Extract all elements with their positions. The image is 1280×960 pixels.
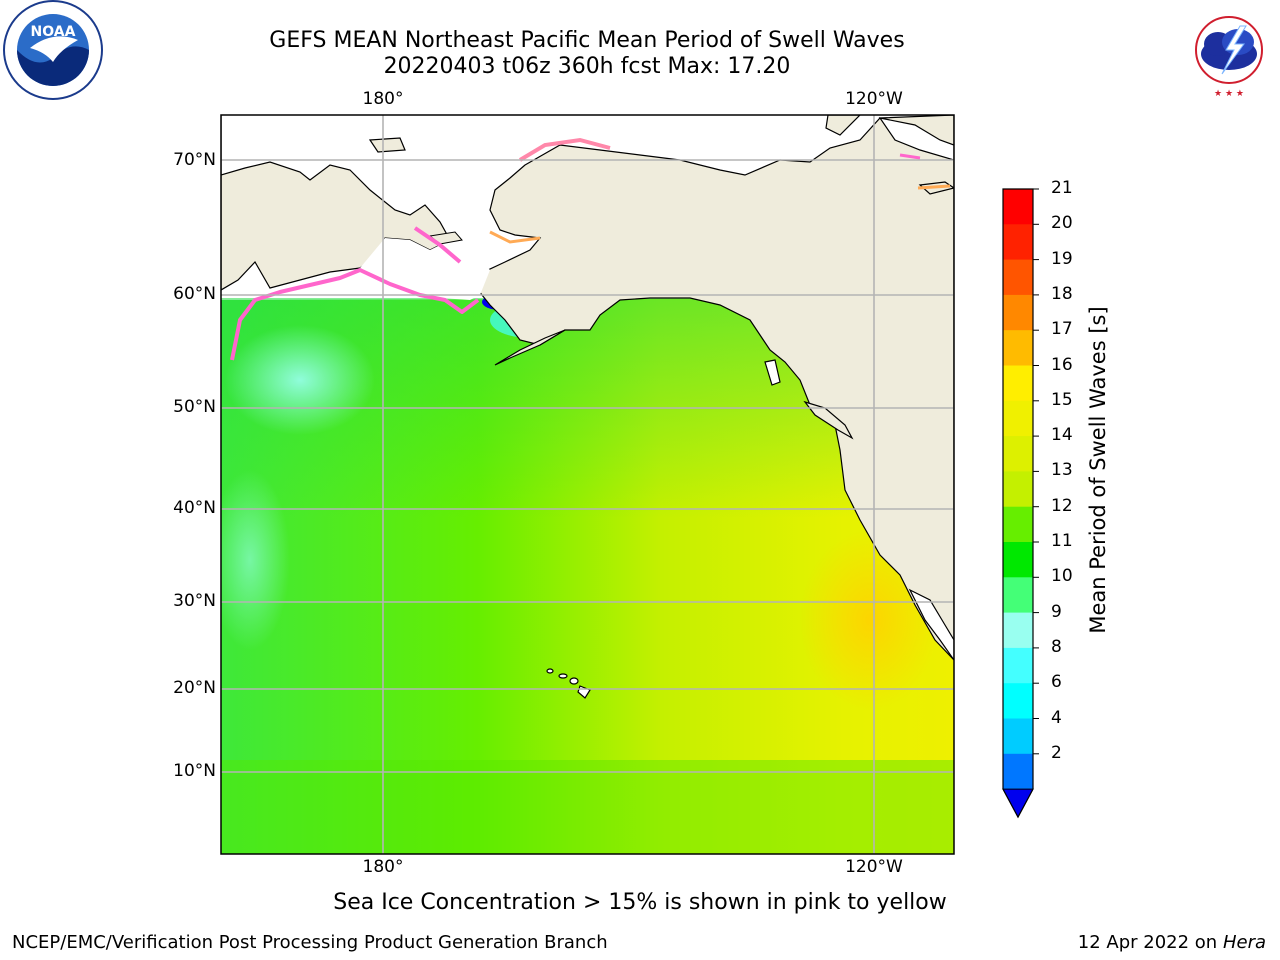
colorbar-label: Mean Period of Swell Waves [s] [1086, 306, 1110, 634]
page-subtitle: 20220403 t06z 360h fcst Max: 17.20 [383, 54, 791, 79]
sea-ice-edge [230, 268, 480, 361]
colorbar-tick-label: 6 [1051, 672, 1062, 693]
land-siberia [221, 115, 451, 291]
sea-ice-note: Sea Ice Concentration > 15% is shown in … [333, 890, 947, 915]
colorbar-tick-label: 20 [1051, 213, 1073, 234]
colorbar-tick-label: 15 [1051, 389, 1073, 410]
svg-text:★ ★ ★: ★ ★ ★ [1214, 89, 1244, 99]
map-frame [220, 114, 955, 855]
lat-label-40n: 40°N [173, 498, 216, 518]
colorbar-tick-label: 19 [1051, 248, 1073, 269]
noaa-logo-text: NOAA [31, 24, 76, 40]
lat-label-20n: 20°N [173, 678, 216, 698]
nws-logo-icon: ★ ★ ★ [1181, 2, 1277, 99]
colorbar-tick-label: 21 [1051, 178, 1073, 198]
colorbar-tick-label: 8 [1051, 636, 1062, 657]
colorbar-tick-label: 16 [1051, 354, 1073, 375]
colorbar-tick-label: 12 [1051, 495, 1073, 516]
lat-label-30n: 30°N [173, 591, 216, 611]
colorbar-tick-label: 10 [1051, 566, 1073, 587]
graticule [221, 115, 954, 854]
colorbar-tick-label: 9 [1051, 601, 1062, 622]
colorbar-tick-label: 17 [1051, 319, 1073, 340]
colorbar-tick-label: 13 [1051, 460, 1073, 481]
lat-label-60n: 60°N [173, 284, 216, 304]
colorbar-tick-label: 11 [1051, 531, 1073, 551]
land-north-america [477, 115, 954, 661]
noaa-logo-icon: NOAA [3, 0, 103, 100]
host-name: Hera [1222, 932, 1266, 953]
lat-label-70n: 70°N [173, 150, 216, 170]
producer-credit: NCEP/EMC/Verification Post Processing Pr… [12, 932, 608, 953]
lon-label-top-120w: 120°W [845, 89, 903, 109]
colorbar-tick-label: 14 [1051, 425, 1073, 446]
colorbar-tick-label: 4 [1051, 707, 1062, 728]
lon-label-bottom-120w: 120°W [845, 857, 903, 877]
lat-label-50n: 50°N [173, 397, 216, 417]
run-date-text: 12 Apr 2022 on [1077, 932, 1223, 953]
colorbar-tick-label: 18 [1051, 283, 1073, 304]
lon-label-top-180: 180° [362, 89, 404, 109]
colorbar-tick-label: 2 [1051, 742, 1062, 763]
page-title: GEFS MEAN Northeast Pacific Mean Period … [269, 28, 905, 53]
run-date: 12 Apr 2022 on Hera [1078, 932, 1266, 953]
lat-label-10n: 10°N [173, 761, 216, 781]
lon-label-bottom-180: 180° [362, 857, 404, 877]
